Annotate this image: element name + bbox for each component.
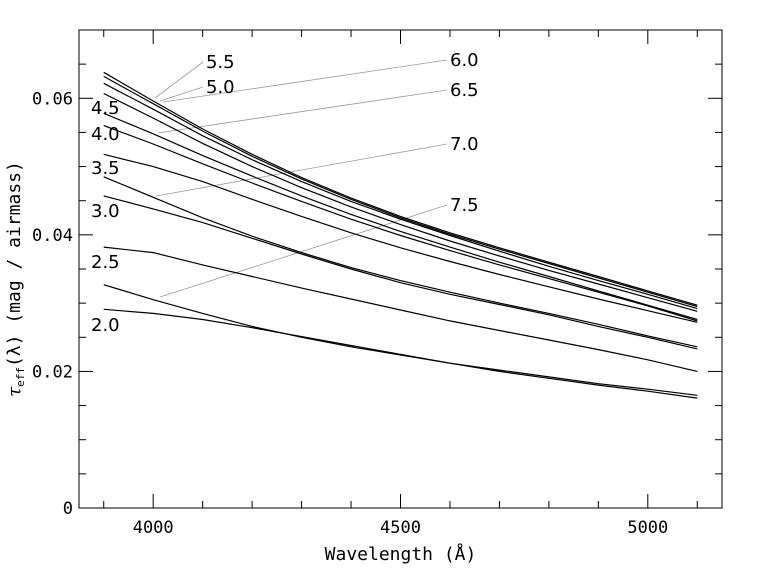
leader-line-6.0: [162, 59, 448, 103]
axis-ticks: 4000 4500 5000 0 0.02 0.04 0.06: [32, 30, 722, 538]
y-tick-label: 0.02: [32, 362, 73, 382]
leader-line-6.5: [157, 89, 448, 134]
series-line-6.0: [103, 92, 698, 312]
series-line-5.5: [103, 112, 698, 321]
series-line-3.0: [103, 246, 698, 372]
series-label-6.0: 6.0: [450, 50, 479, 71]
series-line-6.5: [103, 82, 698, 310]
plot-frame: [78, 29, 723, 509]
y-axis-title: τeff(λ) (mag / airmass): [4, 161, 27, 397]
series-label-7.0: 7.0: [450, 134, 479, 155]
series-label-2.0: 2.0: [91, 315, 120, 336]
series-line-7.5: [103, 71, 698, 306]
leader-line-7.5: [159, 204, 448, 298]
y-tick-label: 0: [63, 499, 73, 519]
series-label-4.5: 4.5: [91, 98, 120, 119]
series-line-4.5: [103, 153, 698, 323]
series-lines: [103, 71, 698, 399]
series-label-6.5: 6.5: [450, 80, 479, 101]
series-label-4.0: 4.0: [91, 124, 120, 145]
leader-lines: [154, 59, 448, 298]
series-line-4.0: [103, 176, 698, 348]
series-label-5.5: 5.5: [206, 52, 235, 73]
series-label-7.5: 7.5: [450, 195, 479, 216]
series-labels: 2.0 2.5 3.0 3.5 4.0 4.5 5.0 5.5 6.0 6.5 7.0 7.5: [91, 50, 479, 336]
y-tick-label: 0.06: [32, 89, 73, 109]
series-label-3.5: 3.5: [91, 158, 120, 179]
leader-line-5.5: [154, 61, 204, 99]
x-axis-title: Wavelength (Å): [325, 543, 477, 565]
series-line-7.0: [103, 75, 698, 308]
x-tick-label: 4000: [133, 518, 174, 538]
series-line-3.5: [103, 195, 698, 350]
y-axis-title-rest: (λ) (mag / airmass): [4, 161, 25, 367]
x-tick-label: 5000: [627, 518, 668, 538]
x-tick-label: 4500: [380, 518, 421, 538]
y-tick-label: 0.04: [32, 226, 73, 246]
leader-line-7.0: [155, 143, 448, 197]
series-line-5.0: [103, 125, 698, 322]
series-label-3.0: 3.0: [91, 201, 120, 222]
y-axis-title-subscript: eff: [14, 367, 27, 387]
leader-line-5.0: [159, 86, 204, 102]
series-line-2.5: [103, 284, 698, 396]
y-axis-title-symbol: τ: [4, 386, 25, 397]
series-label-5.0: 5.0: [206, 77, 235, 98]
series-label-2.5: 2.5: [91, 252, 120, 273]
